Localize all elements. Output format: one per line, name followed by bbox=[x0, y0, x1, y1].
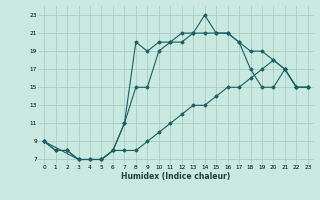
X-axis label: Humidex (Indice chaleur): Humidex (Indice chaleur) bbox=[121, 172, 231, 181]
